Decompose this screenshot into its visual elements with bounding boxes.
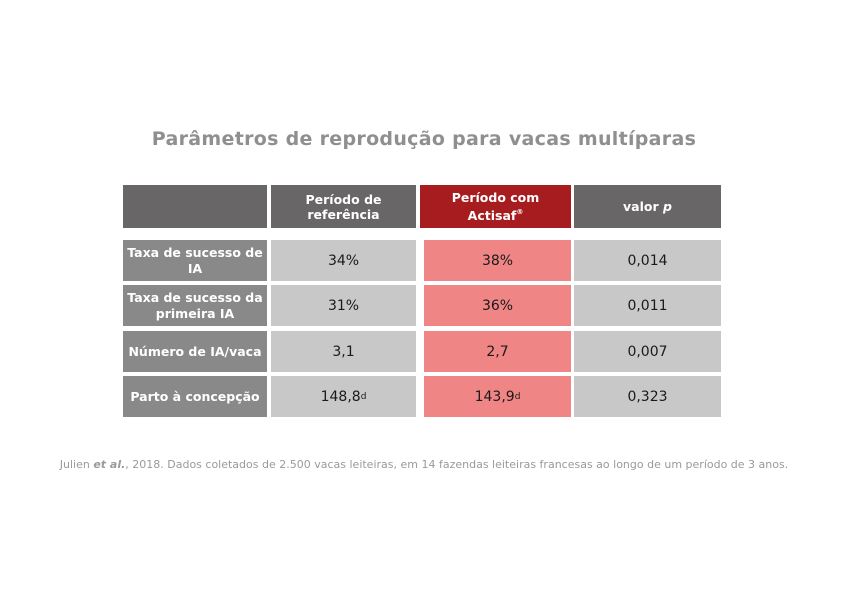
cell-p-value: 0,011 xyxy=(574,285,721,326)
cell-actisaf: 2,7 xyxy=(424,331,571,372)
cell-actisaf-text: 36% xyxy=(481,297,514,314)
cell-actisaf: 143,9 d xyxy=(424,376,571,417)
registered-mark: ® xyxy=(516,208,524,216)
row-label-text: Taxa de sucesso da primeira IA xyxy=(127,289,263,321)
cell-actisaf: 38% xyxy=(424,240,571,281)
footnote-author: Julien xyxy=(59,458,90,471)
cell-reference: 3,1 xyxy=(271,331,416,372)
row-label-text: Número de IA/vaca xyxy=(128,343,262,359)
chart-title: Parâmetros de reprodução para vacas mult… xyxy=(151,128,697,150)
row-label-text: Parto à concepção xyxy=(130,388,260,404)
row-label: Número de IA/vaca xyxy=(123,331,267,372)
cell-actisaf-text: 38% xyxy=(481,252,514,269)
footnote: Julien et al., 2018. Dados coletados de … xyxy=(0,458,848,471)
cell-p-value: 0,014 xyxy=(574,240,721,281)
cell-reference-text: 31% xyxy=(327,297,360,314)
footnote-text: , 2018. Dados coletados de 2.500 vacas l… xyxy=(125,458,789,471)
row-label: Taxa de sucesso de IA xyxy=(123,240,267,281)
header-reference-period: Período de referência xyxy=(271,185,416,228)
cell-reference: 148,8 d xyxy=(271,376,416,417)
footnote-et-al: et al. xyxy=(93,458,126,471)
header-blank-cell xyxy=(123,185,267,228)
row-label: Taxa de sucesso da primeira IA xyxy=(123,285,267,326)
cell-reference: 31% xyxy=(271,285,416,326)
row-label-text: Taxa de sucesso de IA xyxy=(127,244,263,276)
header-p-value: valor p xyxy=(574,185,721,228)
cell-p-value-text: 0,007 xyxy=(627,343,668,360)
cell-actisaf-text: 2,7 xyxy=(486,343,509,360)
cell-reference-text: 3,1 xyxy=(332,343,355,360)
cell-p-value-text: 0,011 xyxy=(627,297,668,314)
row-label: Parto à concepção xyxy=(123,376,267,417)
cell-actisaf-text: 143,9 xyxy=(474,388,515,405)
cell-reference-superscript: d xyxy=(360,391,367,402)
cell-actisaf-superscript: d xyxy=(514,391,521,402)
cell-p-value-text: 0,014 xyxy=(627,252,668,269)
cell-actisaf: 36% xyxy=(424,285,571,326)
header-p-value-symbol: p xyxy=(663,199,672,214)
cell-p-value: 0,323 xyxy=(574,376,721,417)
header-p-value-word: valor xyxy=(623,199,664,214)
header-reference-label: Período de referência xyxy=(305,191,382,222)
header-actisaf-label: Período com Actisaf® xyxy=(451,190,540,223)
cell-p-value: 0,007 xyxy=(574,331,721,372)
cell-reference: 34% xyxy=(271,240,416,281)
cell-reference-text: 148,8 xyxy=(320,388,361,405)
header-actisaf-period: Período com Actisaf® xyxy=(420,185,571,228)
cell-p-value-text: 0,323 xyxy=(627,388,668,405)
cell-reference-text: 34% xyxy=(327,252,360,269)
header-p-value-label: valor p xyxy=(623,199,672,214)
